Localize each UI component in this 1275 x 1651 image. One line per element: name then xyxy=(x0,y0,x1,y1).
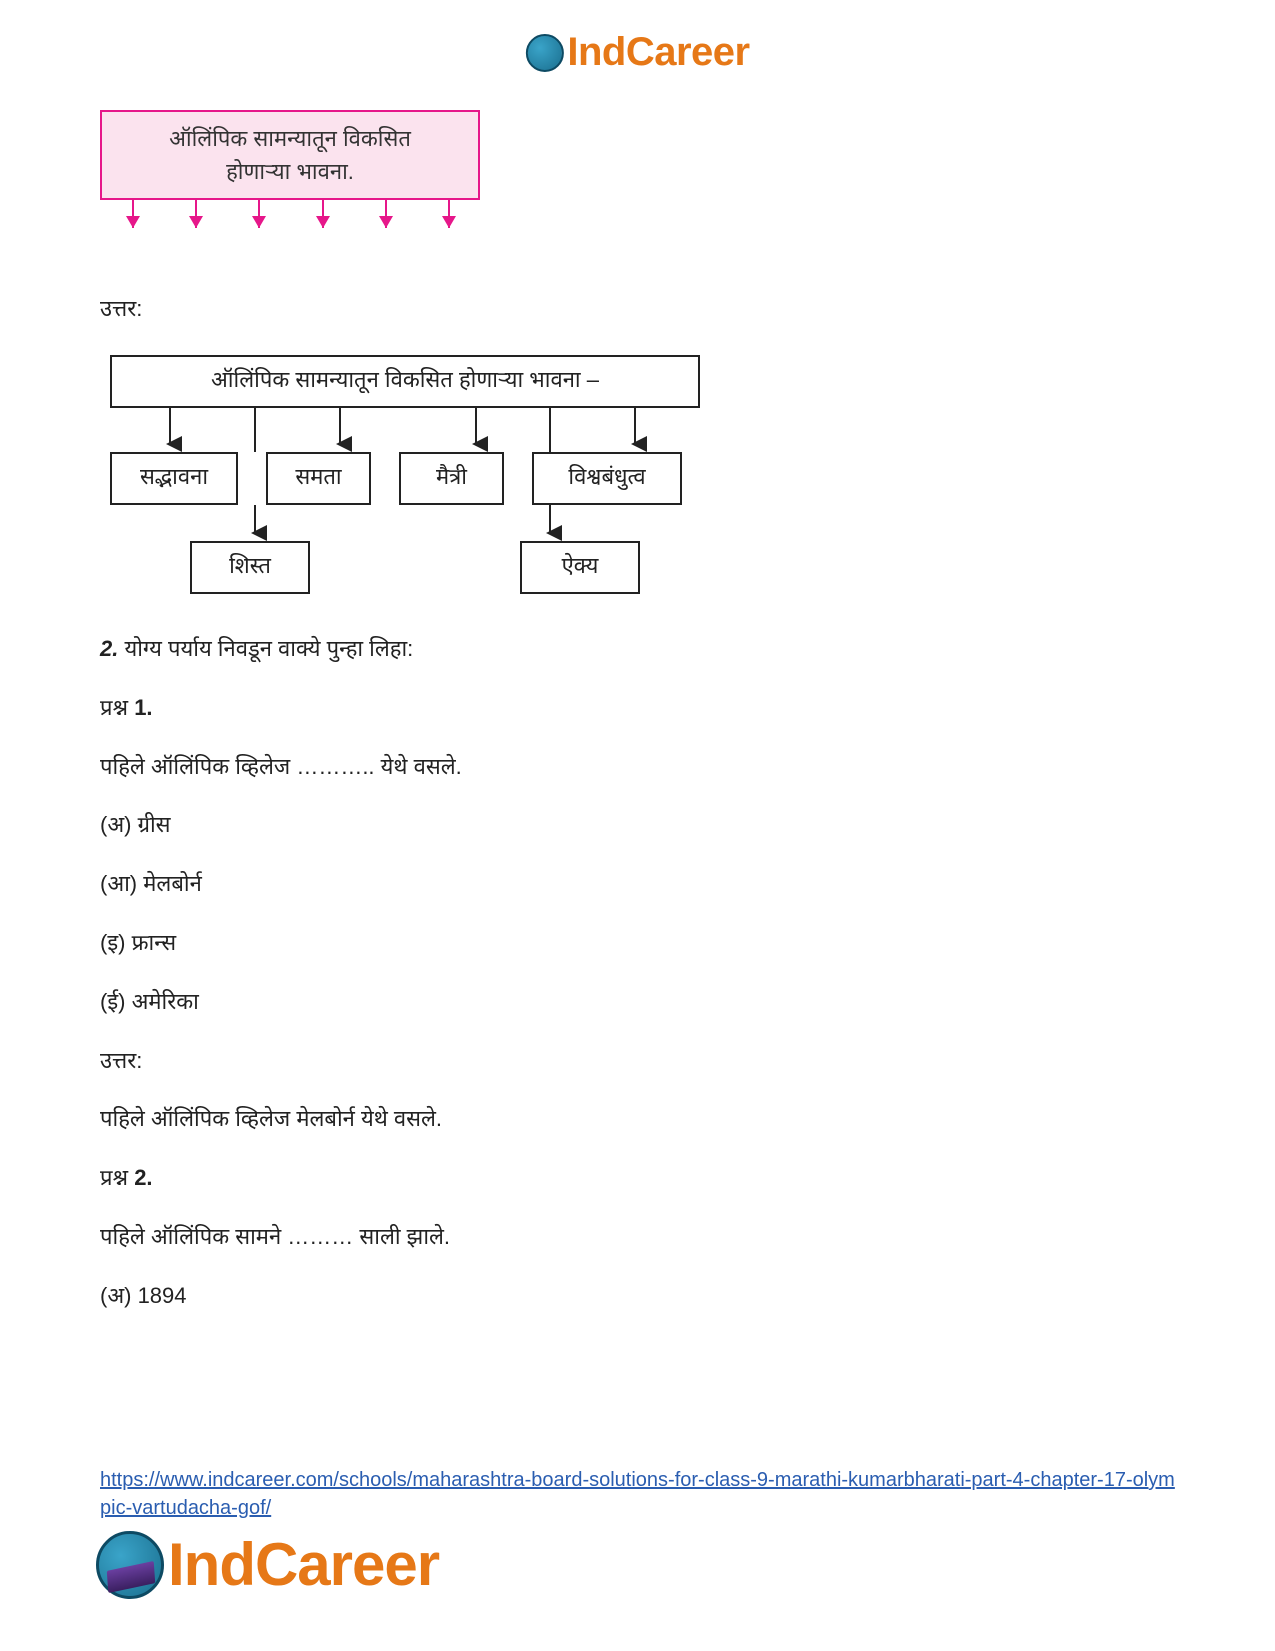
answer-cell: विश्वबंधुत्व xyxy=(532,452,682,505)
question-number: 2. xyxy=(134,1165,152,1190)
answer-cell: सद्भावना xyxy=(110,452,238,505)
pink-arrow-row xyxy=(100,200,480,246)
answer-cell: मैत्री xyxy=(399,452,504,505)
question-1-option-ii: (ई) अमेरिका xyxy=(100,987,1175,1018)
answer-diagram-row-2: शिस्त ऐक्य xyxy=(190,541,1175,594)
question-diagram-pink: ऑलिंपिक सामन्यातून विकसित होणाऱ्या भावना… xyxy=(100,110,1175,246)
question-1-answer: पहिले ऑलिंपिक व्हिलेज मेलबोर्न येथे वसले… xyxy=(100,1104,1175,1135)
section-2-heading: 2. योग्य पर्याय निवडून वाक्ये पुन्हा लिह… xyxy=(100,634,1175,665)
question-1-answer-label: उत्तर: xyxy=(100,1046,1175,1077)
answer-diagram-connectors-top xyxy=(100,408,710,452)
section-number: 2. xyxy=(100,636,118,661)
page-content: ऑलिंपिक सामन्यातून विकसित होणाऱ्या भावना… xyxy=(100,100,1175,1340)
pink-title-line-2: होणाऱ्या भावना. xyxy=(116,155,464,188)
globe-icon xyxy=(525,34,563,72)
question-1-stem: पहिले ऑलिंपिक व्हिलेज ……….. येथे वसले. xyxy=(100,752,1175,783)
globe-icon xyxy=(96,1531,164,1599)
section-title: योग्य पर्याय निवडून वाक्ये पुन्हा लिहा: xyxy=(118,636,413,661)
answer-cell: समता xyxy=(266,452,371,505)
question-1-option-a: (अ) ग्रीस xyxy=(100,810,1175,841)
answer-cell: ऐक्य xyxy=(520,541,640,594)
answer-diagram-row-1: सद्भावना समता मैत्री विश्वबंधुत्व xyxy=(110,452,1175,505)
answer-diagram-top-box: ऑलिंपिक सामन्यातून विकसित होणाऱ्या भावना… xyxy=(110,355,700,408)
question-1-label: प्रश्न 1. xyxy=(100,693,1175,724)
brand-text: IndCareer xyxy=(567,30,749,75)
answer-diagram-connectors-bottom xyxy=(100,505,710,541)
answer-diagram: ऑलिंपिक सामन्यातून विकसित होणाऱ्या भावना… xyxy=(100,355,1175,594)
pink-box: ऑलिंपिक सामन्यातून विकसित होणाऱ्या भावना… xyxy=(100,110,480,200)
question-2-label: प्रश्न 2. xyxy=(100,1163,1175,1194)
question-number: 1. xyxy=(134,695,152,720)
question-1-option-aa: (आ) मेलबोर्न xyxy=(100,869,1175,900)
question-2-option-a: (अ) 1894 xyxy=(100,1281,1175,1312)
brand-logo-top: IndCareer xyxy=(525,30,749,75)
body-text: 2. योग्य पर्याय निवडून वाक्ये पुन्हा लिह… xyxy=(100,634,1175,1312)
answer-cell: शिस्त xyxy=(190,541,310,594)
brand-text: IndCareer xyxy=(168,1530,439,1599)
brand-logo-bottom: IndCareer xyxy=(96,1530,439,1599)
question-label-prefix: प्रश्न xyxy=(100,1165,134,1190)
question-label-prefix: प्रश्न xyxy=(100,695,134,720)
pink-title-line-1: ऑलिंपिक सामन्यातून विकसित xyxy=(116,122,464,155)
source-link[interactable]: https://www.indcareer.com/schools/mahara… xyxy=(100,1466,1175,1522)
question-2-stem: पहिले ऑलिंपिक सामने ……… साली झाले. xyxy=(100,1222,1175,1253)
answer-label: उत्तर: xyxy=(100,296,1175,325)
question-1-option-i: (इ) फ्रान्स xyxy=(100,928,1175,959)
